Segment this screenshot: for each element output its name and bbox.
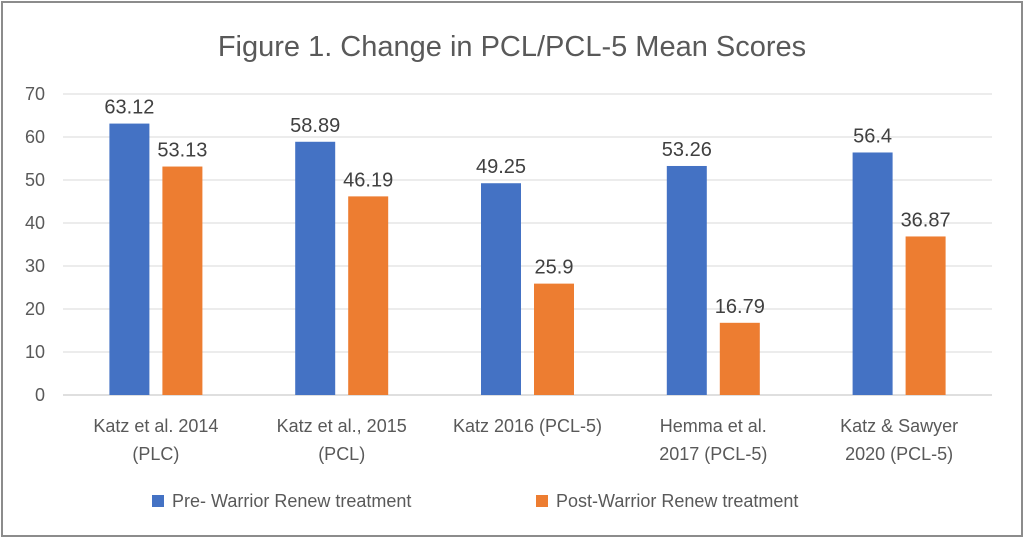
y-tick-label: 30 — [25, 256, 45, 276]
x-axis-categories: Katz et al. 2014 (PLC) Katz et al., 2015 (P… — [93, 416, 958, 464]
bar-post-treatment — [719, 322, 760, 395]
x-category-label: Hemma et al. — [660, 416, 767, 436]
y-tick-label: 70 — [25, 84, 45, 104]
y-tick-label: 0 — [35, 385, 45, 405]
x-category-label: (PLC) — [132, 444, 179, 464]
y-tick-label: 50 — [25, 170, 45, 190]
bar-pre-treatment — [666, 165, 707, 395]
y-tick-label: 10 — [25, 342, 45, 362]
x-category-label: Katz & Sawyer — [840, 416, 958, 436]
bar-post-treatment — [162, 166, 203, 395]
x-category-label: Katz et al. 2014 — [93, 416, 218, 436]
y-tick-label: 20 — [25, 299, 45, 319]
data-label: 56.4 — [853, 125, 892, 147]
legend-swatch-pre — [152, 495, 164, 507]
data-label: 58.89 — [290, 115, 340, 137]
bar-pre-treatment — [852, 152, 893, 395]
y-axis-ticks: 0 10 20 30 40 50 60 70 — [25, 84, 45, 405]
y-tick-label: 40 — [25, 213, 45, 233]
x-category-label: Katz et al., 2015 — [277, 416, 407, 436]
x-category-label: Katz 2016 (PCL-5) — [453, 416, 602, 436]
data-label: 63.12 — [104, 97, 154, 119]
bar-post-treatment — [905, 236, 946, 395]
data-label: 53.13 — [157, 140, 207, 162]
y-tick-label: 60 — [25, 127, 45, 147]
data-label: 36.87 — [901, 209, 951, 231]
bar-post-treatment — [534, 283, 574, 395]
bar-pre-treatment — [295, 141, 336, 395]
data-label: 25.9 — [535, 257, 574, 279]
chart-title: Figure 1. Change in PCL/PCL-5 Mean Score… — [218, 31, 806, 63]
bar-pre-treatment — [481, 183, 521, 395]
x-category-label: (PCL) — [318, 444, 365, 464]
x-category-label: 2020 (PCL-5) — [845, 444, 953, 464]
gridlines — [63, 93, 992, 396]
legend: Pre- Warrior Renew treatment Post-Warrior… — [152, 491, 798, 511]
bars — [109, 123, 946, 396]
data-label: 46.19 — [343, 169, 393, 191]
legend-label-pre: Pre- Warrior Renew treatment — [172, 491, 411, 511]
bar-post-treatment — [348, 196, 389, 395]
x-category-label: 2017 (PCL-5) — [659, 444, 767, 464]
data-label: 49.25 — [476, 156, 526, 178]
data-label: 53.26 — [662, 139, 712, 161]
legend-swatch-post — [536, 495, 548, 507]
bar-pre-treatment — [109, 123, 150, 396]
legend-label-post: Post-Warrior Renew treatment — [556, 491, 798, 511]
data-label: 16.79 — [715, 296, 765, 318]
